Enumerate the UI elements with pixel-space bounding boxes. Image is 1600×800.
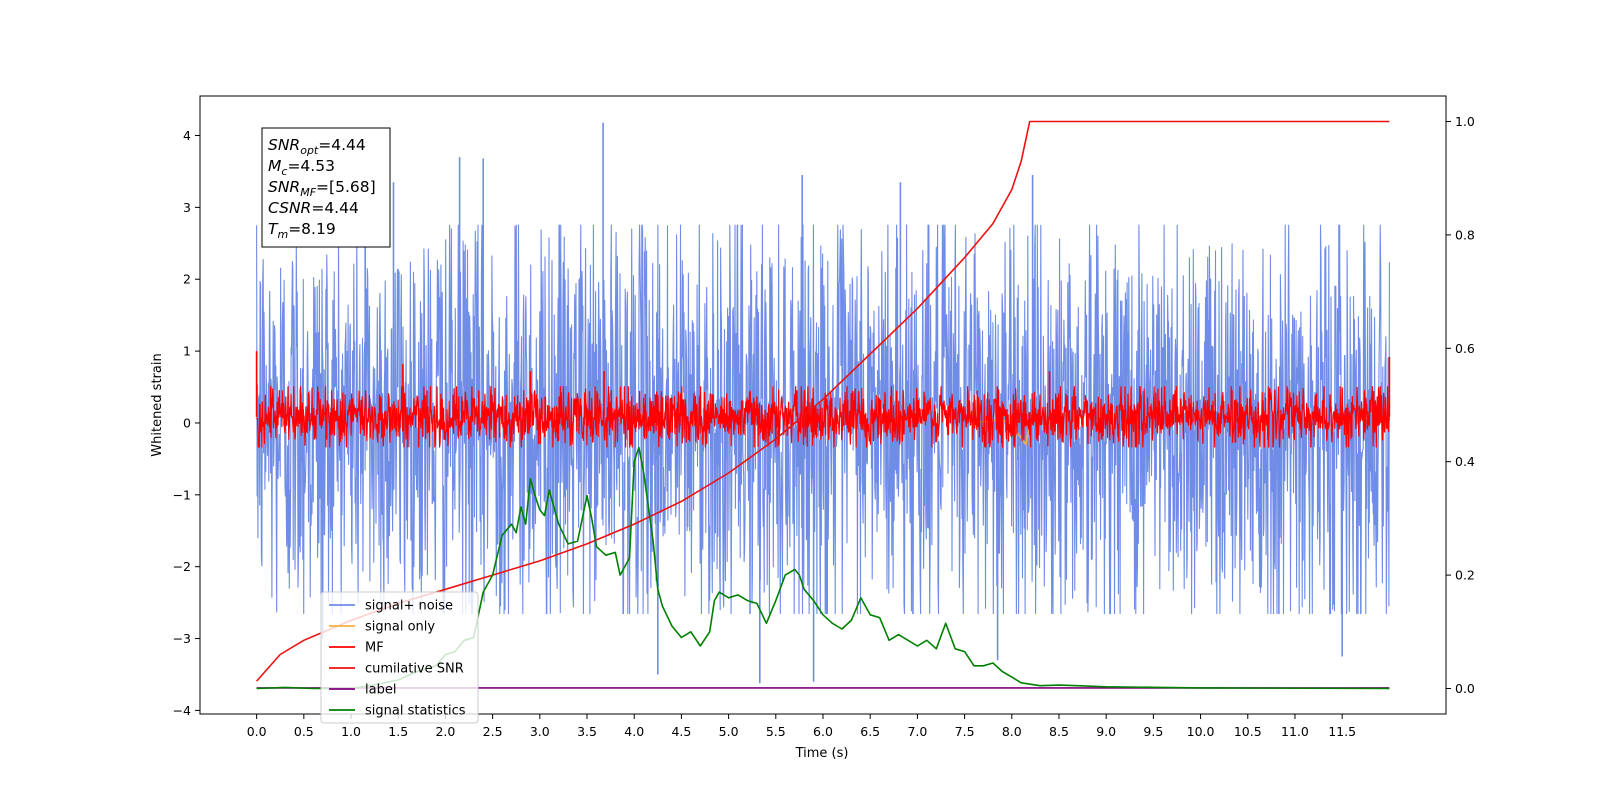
y-axis-title-left: Whitened strain bbox=[150, 353, 165, 456]
x-axis: 0.0 0.5 1.0 1.5 2.0 2.5 3.0 3.5 4.0 4.5 5.0 5.5 6.0 6… bbox=[247, 714, 1356, 739]
series-line bbox=[256, 446, 1390, 690]
legend-item[interactable]: signal+ noise bbox=[329, 599, 453, 614]
series-signal-noise bbox=[256, 122, 1390, 684]
y-tick-label-left: −2 bbox=[173, 559, 191, 574]
legend-label: signal+ noise bbox=[365, 599, 453, 614]
y-axis-right: 0.0 0.2 0.4 0.6 0.8 1.0 bbox=[1446, 114, 1475, 696]
legend-label: signal only bbox=[365, 620, 435, 635]
legend-item[interactable]: MF bbox=[329, 641, 384, 656]
y-tick-label-left: 2 bbox=[183, 272, 191, 287]
y-tick-label-right: 0.0 bbox=[1455, 681, 1475, 696]
x-tick-label: 2.0 bbox=[435, 724, 455, 739]
y-tick-label-left: 1 bbox=[183, 344, 191, 359]
legend-label: cumilative SNR bbox=[365, 662, 464, 677]
y-tick-label-right: 0.6 bbox=[1455, 341, 1475, 356]
x-tick-label: 11.5 bbox=[1328, 724, 1356, 739]
x-tick-label: 2.5 bbox=[483, 724, 503, 739]
legend-item[interactable]: cumilative SNR bbox=[329, 662, 464, 677]
series-line bbox=[256, 386, 1390, 448]
y-tick-label-left: −1 bbox=[173, 487, 191, 502]
x-tick-label: 7.0 bbox=[907, 724, 927, 739]
annotation-line: Tm=8.19 bbox=[268, 220, 336, 241]
x-tick-label: 6.0 bbox=[813, 724, 833, 739]
x-tick-label: 11.0 bbox=[1281, 724, 1309, 739]
x-tick-label: 8.5 bbox=[1049, 724, 1069, 739]
series-mf bbox=[255, 351, 1391, 448]
y-tick-label-left: 3 bbox=[183, 200, 191, 215]
x-tick-label: 10.5 bbox=[1234, 724, 1262, 739]
legend-label: label bbox=[365, 683, 396, 698]
x-tick-label: 1.0 bbox=[341, 724, 361, 739]
x-tick-label: 5.5 bbox=[766, 724, 786, 739]
x-tick-label: 1.5 bbox=[388, 724, 408, 739]
y-tick-label-left: 0 bbox=[183, 415, 191, 430]
x-tick-label: 8.0 bbox=[1002, 724, 1022, 739]
annotation-line: Mc=4.53 bbox=[268, 157, 335, 178]
legend-item[interactable]: label bbox=[329, 683, 396, 698]
x-tick-label: 4.0 bbox=[624, 724, 644, 739]
series-signal-statistics bbox=[256, 446, 1390, 690]
series-spikes bbox=[321, 122, 1343, 684]
x-axis-title: Time (s) bbox=[795, 746, 849, 761]
x-tick-label: 10.0 bbox=[1187, 724, 1215, 739]
y-tick-label-right: 0.2 bbox=[1455, 568, 1475, 583]
y-tick-label-left: −4 bbox=[173, 703, 191, 718]
y-tick-label-left: 4 bbox=[183, 128, 191, 143]
x-tick-label: 7.5 bbox=[955, 724, 975, 739]
legend[interactable]: signal+ noise signal only MF cumilative SNR… bbox=[320, 591, 479, 724]
series-line bbox=[256, 224, 1390, 615]
y-tick-label-right: 0.8 bbox=[1455, 227, 1475, 242]
y-tick-label-right: 1.0 bbox=[1455, 114, 1475, 129]
y-tick-label-left: −3 bbox=[173, 631, 191, 646]
x-tick-label: 0.0 bbox=[247, 724, 267, 739]
annotation-line: SNRopt=4.44 bbox=[268, 136, 366, 157]
x-tick-label: 3.0 bbox=[530, 724, 550, 739]
x-tick-label: 9.5 bbox=[1143, 724, 1163, 739]
annotation-line: CSNR=4.44 bbox=[268, 199, 359, 217]
series-spikes bbox=[255, 351, 1391, 417]
y-axis-left: −4 −3 −2 −1 0 1 2 3 4 bbox=[173, 128, 200, 718]
x-tick-label: 3.5 bbox=[577, 724, 597, 739]
annotation-line: SNRMF=[5.68] bbox=[268, 178, 376, 199]
x-tick-label: 9.0 bbox=[1096, 724, 1116, 739]
x-tick-label: 6.5 bbox=[860, 724, 880, 739]
x-tick-label: 4.5 bbox=[671, 724, 691, 739]
y-tick-label-right: 0.4 bbox=[1455, 454, 1475, 469]
legend-label: signal statistics bbox=[365, 704, 466, 719]
x-tick-label: 5.0 bbox=[719, 724, 739, 739]
legend-item[interactable]: signal statistics bbox=[329, 704, 466, 719]
legend-item[interactable]: signal only bbox=[329, 620, 435, 635]
annotation-frame bbox=[261, 127, 391, 248]
x-tick-label: 0.5 bbox=[294, 724, 314, 739]
legend-label: MF bbox=[365, 641, 384, 656]
legend-frame bbox=[320, 591, 479, 724]
